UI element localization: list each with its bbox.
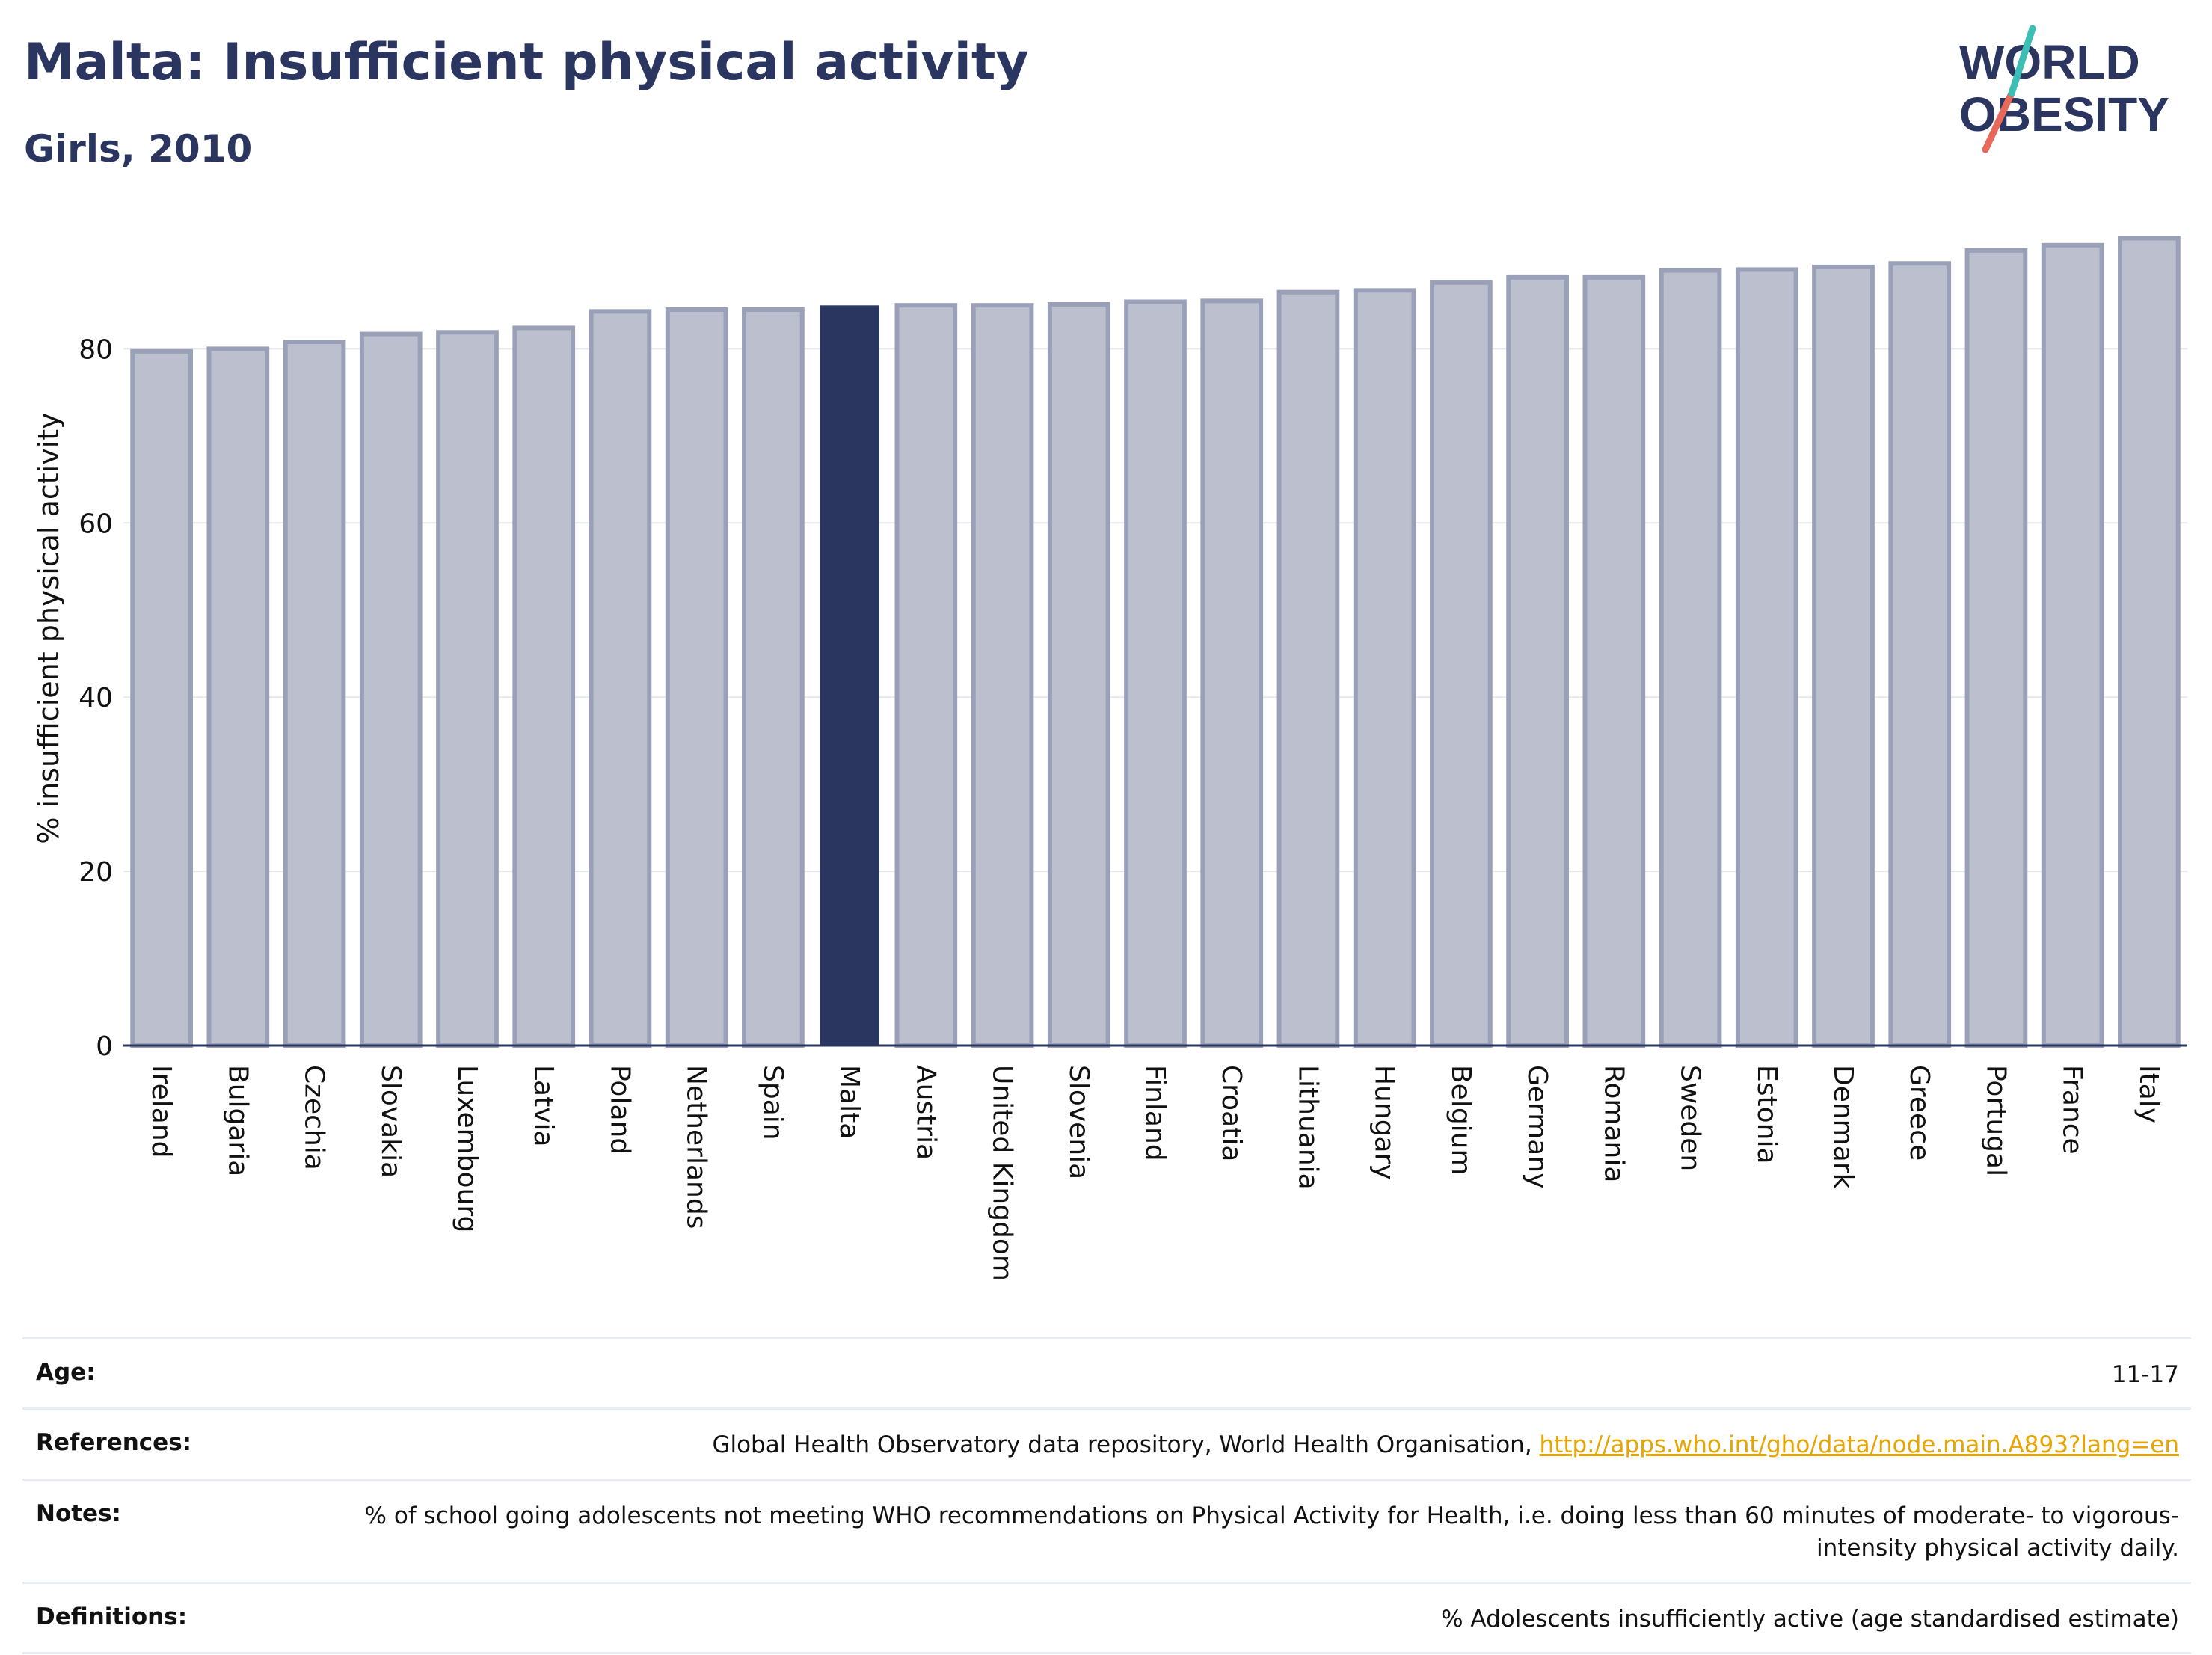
info-row-text: Global Health Observatory data repositor…: [712, 1431, 1540, 1459]
logo-text-line1: WORLD: [1959, 35, 2140, 89]
x-tick-label: Poland: [604, 1065, 635, 1155]
bar-finland: [1124, 299, 1187, 1048]
x-tick-label: Ireland: [146, 1065, 176, 1158]
x-tick-label: Netherlands: [681, 1065, 712, 1229]
info-row: Notes: % of school going adolescents not …: [22, 1478, 2191, 1582]
bar-belgium: [1430, 280, 1493, 1048]
bar-romania: [1582, 274, 1646, 1048]
bar-chart: 0 20 40 60 80 Ireland Bulgaria Czechia Slovakia L…: [32, 236, 2187, 1281]
info-row-text: 11-17: [2111, 1361, 2179, 1388]
bar-latvia: [512, 325, 576, 1048]
bar-czechia: [283, 340, 346, 1048]
bar-poland: [589, 309, 652, 1048]
x-tick-label: Germany: [1522, 1065, 1552, 1188]
x-tick-label: Romania: [1598, 1065, 1629, 1182]
chart-subtitle: Girls, 2010: [24, 127, 253, 171]
bars: [130, 236, 2181, 1048]
bar-netherlands: [665, 307, 728, 1048]
bar-bulgaria: [206, 346, 270, 1048]
x-tick-label: Slovakia: [375, 1065, 406, 1178]
info-row-label: Definitions:: [36, 1603, 188, 1630]
info-row-text: % Adolescents insufficiently active (age…: [1441, 1605, 2179, 1633]
bar-slovenia: [1047, 301, 1110, 1048]
y-tick-label: 80: [79, 334, 113, 365]
bar-united-kingdom: [971, 303, 1034, 1048]
x-tick-label: Estonia: [1751, 1065, 1782, 1164]
axes: 0 20 40 60 80 Ireland Bulgaria Czechia Slovakia L…: [79, 334, 2187, 1281]
info-row-label: References:: [36, 1429, 192, 1457]
y-tick-label: 20: [79, 857, 113, 888]
info-row-label: Notes:: [36, 1499, 121, 1527]
x-tick-label: Sweden: [1675, 1065, 1706, 1171]
info-row: Definitions: % Adolescents insufficiently…: [22, 1581, 2191, 1654]
bar-portugal: [1964, 248, 2028, 1048]
world-obesity-logo: WORLD OBESITY: [1959, 25, 2169, 153]
info-row: Age: 11-17: [22, 1337, 2191, 1407]
x-tick-label: Czechia: [299, 1065, 330, 1170]
bar-italy: [2118, 236, 2181, 1048]
x-tick-label: France: [2057, 1065, 2088, 1155]
bar-luxembourg: [436, 330, 499, 1048]
x-tick-label: Bulgaria: [222, 1065, 253, 1176]
logo-slash-teal: [2008, 25, 2036, 97]
info-row-label: Age:: [36, 1359, 96, 1386]
y-tick-label: 60: [79, 509, 113, 539]
y-tick-label: 0: [96, 1031, 113, 1062]
x-tick-label: United Kingdom: [987, 1065, 1018, 1281]
x-tick-label: Lithuania: [1292, 1065, 1323, 1190]
bar-sweden: [1659, 268, 1722, 1048]
bar-lithuania: [1276, 289, 1340, 1048]
bar-france: [2041, 242, 2104, 1048]
bar-estonia: [1735, 267, 1798, 1048]
info-row-value: 11-17: [2112, 1359, 2179, 1391]
x-tick-label: Portugal: [1980, 1065, 2011, 1176]
x-tick-label: Belgium: [1446, 1065, 1476, 1176]
bar-denmark: [1812, 264, 1875, 1048]
x-tick-label: Latvia: [528, 1065, 559, 1147]
bar-hungary: [1353, 288, 1416, 1048]
bar-germany: [1506, 274, 1569, 1048]
y-tick-label: 40: [79, 683, 113, 713]
x-tick-label: Hungary: [1369, 1065, 1400, 1180]
info-row-value: Global Health Observatory data repositor…: [712, 1429, 2179, 1461]
info-row-text: % of school going adolescents not meetin…: [364, 1502, 2179, 1562]
x-tick-label: Luxembourg: [452, 1065, 482, 1232]
x-tick-label: Croatia: [1216, 1065, 1247, 1161]
bar-greece: [1888, 261, 1952, 1048]
y-axis-label: % insufficient physical activity: [32, 412, 65, 844]
info-row: References: Global Health Observatory dat…: [22, 1407, 2191, 1478]
logo-slash-coral: [1982, 90, 2015, 153]
bar-spain: [742, 307, 805, 1048]
info-row-value: % of school going adolescents not meetin…: [295, 1500, 2179, 1565]
reference-link[interactable]: http://apps.who.int/gho/data/node.main.A…: [1539, 1431, 2179, 1459]
bar-austria: [894, 303, 958, 1048]
bar-malta: [820, 305, 879, 1046]
bar-slovakia: [359, 331, 423, 1048]
x-tick-label: Greece: [1904, 1065, 1935, 1161]
x-tick-label: Finland: [1140, 1065, 1170, 1161]
info-table: Age: 11-17 References: Global Health Observ…: [22, 1337, 2191, 1654]
bar-croatia: [1200, 298, 1264, 1048]
bar-ireland: [130, 348, 193, 1048]
x-tick-label: Malta: [834, 1065, 864, 1139]
x-tick-label: Italy: [2133, 1065, 2164, 1123]
chart-title: Malta: Insufficient physical activity: [24, 33, 1029, 92]
x-tick-label: Austria: [910, 1065, 941, 1160]
x-tick-label: Slovenia: [1063, 1065, 1094, 1179]
info-row-value: % Adolescents insufficiently active (age…: [1441, 1603, 2179, 1636]
x-tick-label: Denmark: [1828, 1065, 1858, 1189]
x-tick-label: Spain: [758, 1065, 788, 1140]
